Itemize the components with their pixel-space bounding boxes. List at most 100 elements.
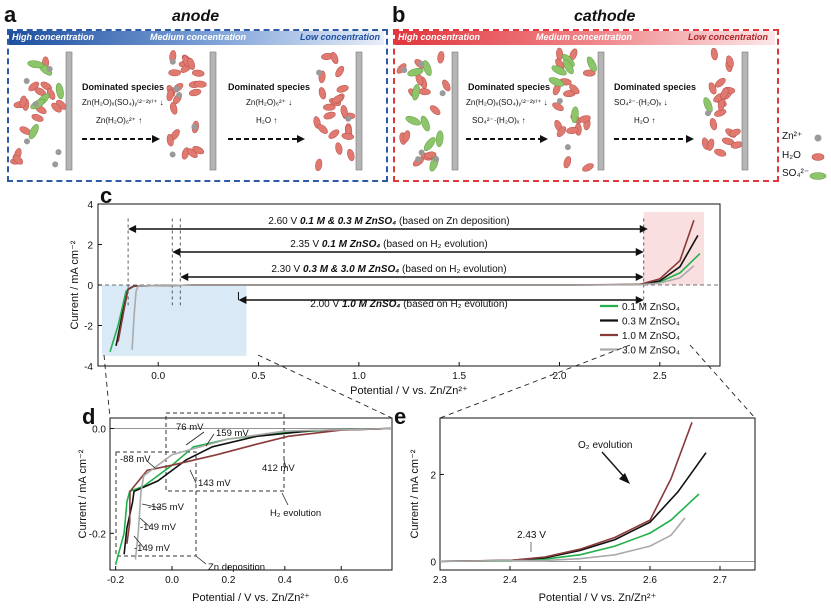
zn-ion <box>401 67 408 74</box>
h2o-molecule <box>720 87 729 100</box>
legend-zn-label: Zn²⁺ <box>782 131 803 142</box>
h2o-molecule <box>19 95 27 108</box>
h2o-molecule <box>582 163 594 172</box>
h2o-molecule <box>31 114 44 122</box>
panel-a-box <box>7 29 388 182</box>
leader-line <box>205 433 215 447</box>
h2o-molecule <box>315 158 323 172</box>
zoom-connector <box>257 354 393 419</box>
so4-ion <box>420 115 430 132</box>
electrode <box>65 51 73 171</box>
window-label-1: 2.35 V 0.1 M ZnSO₄ (based on H₂ evolutio… <box>290 239 487 250</box>
h2o-molecule <box>729 128 741 137</box>
arrow-head <box>152 135 160 143</box>
x-tick-label: 0.6 <box>334 575 348 586</box>
h2o-molecule <box>323 103 336 111</box>
zn-ion <box>704 110 711 117</box>
y-tick-label: 0 <box>430 557 436 568</box>
so4-ion <box>422 60 432 76</box>
annotation-o2: O₂ evolution <box>578 440 632 451</box>
cathode-high-conc: High concentration <box>398 32 481 42</box>
zn-ion <box>556 98 563 105</box>
panel-a-gradient-bar <box>9 31 384 45</box>
h2o-molecule <box>323 111 336 120</box>
panel-e-label: e <box>394 404 407 429</box>
h2o-molecule <box>563 156 572 169</box>
zn-ion <box>46 66 53 73</box>
cathode-dominated-2: Dominated species <box>614 82 697 92</box>
x-tick-label: 2.0 <box>553 371 567 382</box>
h2o-molecule <box>40 81 52 91</box>
legend-zn-glyph <box>814 134 822 142</box>
h2o-molecule <box>340 105 348 118</box>
zn-deposition-box <box>115 451 197 557</box>
h2o-molecule <box>331 94 344 104</box>
x-axis-label: Potential / V vs. Zn/Zn²⁺ <box>350 385 468 397</box>
annotation-243: 2.43 V <box>517 530 546 541</box>
window-arrow-head-right <box>639 225 648 233</box>
x-tick-label: 2.7 <box>713 575 727 586</box>
window-label-2: 2.30 V 0.3 M & 3.0 M ZnSO₄ (based on H₂ … <box>271 264 506 275</box>
h2o-molecule <box>437 51 445 64</box>
y-axis-label: Current / mA cm⁻² <box>77 449 89 538</box>
leader-line <box>283 459 287 469</box>
anode-high-conc: High concentration <box>12 32 95 42</box>
panel-a-label: a <box>4 2 17 27</box>
zn-ion <box>55 149 62 156</box>
window-arrow-head-left <box>172 248 181 256</box>
anode-species-1a: Zn(H₂O)ₓ(SO₄)ᵧ⁽²⁻²ʸ⁾⁺ ↓ <box>82 98 164 107</box>
chart-d: -0.2 0.0 0.2 0.4 0.6 0.0 -0.2 Potential / V vs.… <box>77 412 393 604</box>
leader-line <box>185 431 205 446</box>
h2o-molecule <box>710 47 718 61</box>
legend-so4-label: SO₄²⁻ <box>782 168 810 179</box>
y-tick-label: 0.0 <box>92 424 106 435</box>
x-tick-label: 1.5 <box>452 371 466 382</box>
h2o-molecule <box>402 130 411 143</box>
h2o-molecule <box>709 117 718 131</box>
cathode-medium-conc: Medium concentration <box>536 32 633 42</box>
schematic-svg <box>10 47 827 180</box>
series-line-1 <box>123 427 393 555</box>
panel-b-gradient-bar <box>395 31 775 45</box>
zoom-connector <box>689 344 756 419</box>
x-tick-label: 2.5 <box>573 575 587 586</box>
panel-b-box <box>393 29 779 182</box>
y-tick-label: -2 <box>84 322 93 333</box>
zn-ion <box>418 60 425 67</box>
y-tick-label: -0.2 <box>89 529 107 540</box>
h2o-molecule <box>423 151 437 159</box>
annotation-4: 143 mV <box>198 478 231 489</box>
window-arrow-head-left <box>238 296 247 304</box>
h2o-molecule <box>192 69 205 77</box>
zn-ion <box>169 58 176 65</box>
y-tick-label: -4 <box>84 362 93 373</box>
x-tick-label: 0.4 <box>278 575 292 586</box>
leader-line <box>139 517 151 528</box>
zoom-connector <box>439 344 631 419</box>
annotation-6: -149 mV <box>140 522 177 533</box>
x-tick-label: 2.6 <box>643 575 657 586</box>
x-tick-label: 2.4 <box>503 575 517 586</box>
annotation-7: -149 mV <box>134 543 171 554</box>
so4-ion <box>412 84 420 101</box>
leader-line <box>189 469 197 484</box>
arrow-head <box>540 135 548 143</box>
cathode-zoom-region <box>643 212 704 285</box>
h2o-molecule <box>556 126 567 138</box>
leader-line <box>281 492 289 506</box>
cathode-species-1b: SO₄²⁻·(H₂O)ₓ ↑ <box>472 116 526 125</box>
so4-ion <box>571 106 579 123</box>
electrode <box>451 51 459 171</box>
panel-c-label: c <box>100 183 113 208</box>
window-arrow-head-right <box>635 248 644 256</box>
x-tick-label: -0.2 <box>107 575 125 586</box>
series-line-3 <box>131 265 695 350</box>
series-line-1 <box>439 452 707 563</box>
zoom-connector <box>103 354 111 419</box>
electrode <box>597 51 605 171</box>
anode-medium-conc: Medium concentration <box>150 32 247 42</box>
electrode <box>741 51 749 171</box>
o2-arrow <box>601 451 627 480</box>
arrow-head <box>686 135 694 143</box>
annotation-9: Zn deposition <box>208 562 265 573</box>
